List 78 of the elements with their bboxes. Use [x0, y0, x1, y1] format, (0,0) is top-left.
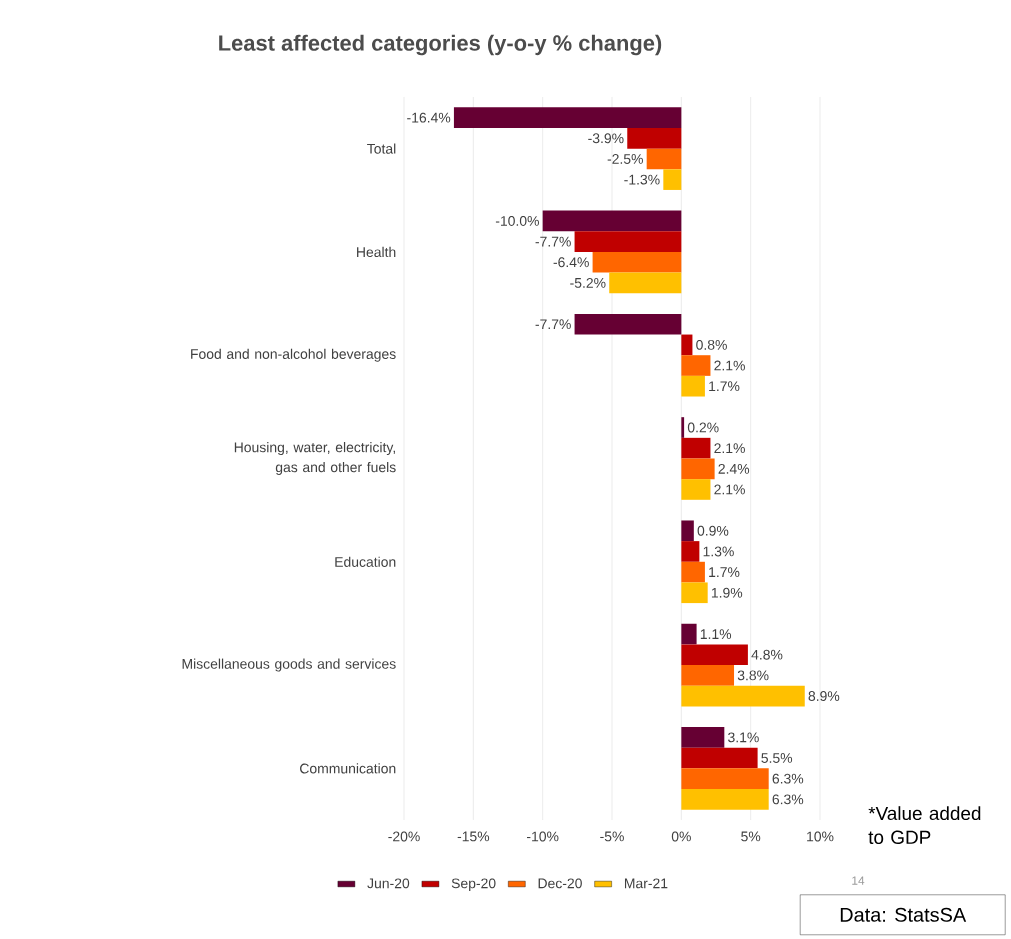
- bar: [681, 623, 697, 645]
- bar: [681, 541, 700, 562]
- bar: [681, 561, 705, 583]
- bar: [681, 727, 725, 748]
- y-tick-label: Health: [357, 246, 396, 258]
- bar: [592, 251, 682, 273]
- data-label: 2.4%: [718, 463, 750, 474]
- text: Data: StatsSA: [840, 907, 967, 922]
- x-tick-label: 5%: [741, 831, 761, 842]
- data-label: 1.9%: [711, 587, 743, 598]
- data-label: 1.3%: [703, 546, 734, 557]
- bar: [681, 768, 769, 790]
- bar: [681, 479, 711, 500]
- data-label: -7.7%: [535, 236, 571, 247]
- bar: [681, 334, 693, 356]
- data-label: 6.3%: [772, 773, 804, 784]
- x-tick-label: -5%: [600, 831, 624, 842]
- legend-label: Mar-21: [624, 878, 668, 889]
- bar: [681, 375, 705, 397]
- bar: [681, 685, 805, 707]
- data-label: 0.9%: [697, 525, 729, 536]
- bar: [609, 272, 682, 294]
- bar: [542, 210, 682, 232]
- data-label: 1.7%: [709, 381, 740, 392]
- legend-label: Jun-20: [367, 878, 410, 889]
- y-tick-label: Housing, water, electricity, gas and other fuels: [234, 442, 396, 475]
- data-label: 3.1%: [728, 732, 759, 743]
- y-tick-label: Communication: [300, 763, 396, 774]
- data-label: 6.3%: [772, 794, 804, 805]
- data-label: -16.4%: [407, 112, 451, 123]
- text: *Value added to GDP: [868, 806, 981, 844]
- data-label: -10.0%: [495, 215, 539, 226]
- bar: [453, 107, 682, 128]
- bar: [681, 644, 748, 666]
- x-tick-label: -20%: [388, 831, 420, 842]
- data-label: -6.4%: [553, 257, 589, 268]
- bar: [663, 169, 682, 190]
- data-label: -3.9%: [588, 133, 624, 144]
- legend-label: Dec-20: [538, 878, 582, 889]
- bar: [681, 437, 711, 459]
- x-tick-label: 0%: [671, 831, 691, 842]
- bar: [681, 747, 758, 769]
- legend-label: Sep-20: [451, 878, 496, 892]
- bar: [681, 355, 711, 376]
- data-label: -5.2%: [570, 277, 606, 288]
- data-label: 0.8%: [696, 339, 727, 350]
- data-label: 8.9%: [808, 691, 840, 701]
- data-label: -1.3%: [624, 174, 660, 185]
- bar: [574, 313, 682, 335]
- text: 14: [852, 876, 865, 885]
- bar: [681, 417, 685, 438]
- bar: [681, 458, 715, 480]
- data-label: -2.5%: [607, 154, 643, 164]
- data-label: 0.2%: [687, 422, 719, 433]
- data-label: -7.7%: [535, 319, 571, 330]
- x-tick-label: -15%: [457, 831, 490, 842]
- bar: [574, 231, 682, 252]
- y-tick-label: Miscellaneous goods and services: [182, 658, 396, 672]
- bar: [681, 789, 769, 810]
- y-tick-label: Total: [367, 143, 396, 154]
- data-label: 3.8%: [737, 670, 769, 681]
- bar: [646, 148, 682, 170]
- x-tick-label: 10%: [807, 831, 834, 842]
- chart-title: Least affected categories (y-o-y % change): [219, 34, 662, 56]
- data-label: 4.8%: [751, 649, 783, 660]
- y-tick-label: Food and non-alcohol beverages: [191, 348, 396, 362]
- y-tick-label: Education: [335, 556, 396, 567]
- data-label: 1.1%: [700, 629, 732, 639]
- bar: [681, 665, 735, 686]
- data-label: 1.7%: [709, 567, 740, 577]
- data-label: 2.1%: [714, 484, 745, 495]
- bar: [681, 520, 694, 542]
- data-label: 5.5%: [761, 753, 793, 763]
- data-label: 2.1%: [714, 443, 745, 454]
- data-label: 2.1%: [714, 360, 745, 371]
- bar: [627, 127, 682, 149]
- bar: [681, 582, 708, 604]
- x-tick-label: -10%: [527, 831, 559, 842]
